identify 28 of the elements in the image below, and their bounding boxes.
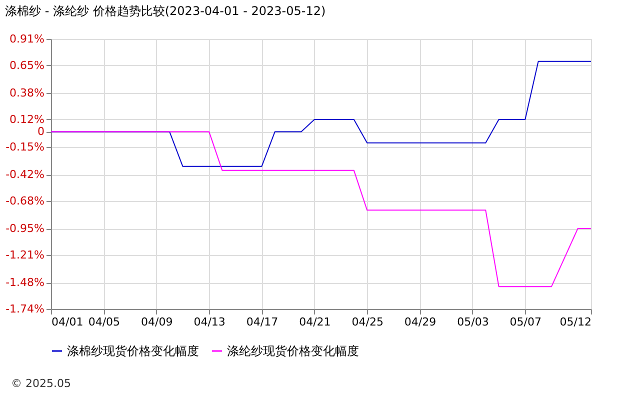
x-tick-label: 04/05 (88, 316, 120, 328)
line-series (50, 131, 592, 288)
y-tick-label: -1.74% (6, 302, 44, 316)
legend-label: 涤纶纱现货价格变化幅度 (227, 344, 359, 358)
x-tick-label: 05/03 (457, 316, 489, 328)
y-tick-label: -0.42% (6, 168, 44, 182)
y-tick-label: -1.21% (6, 248, 44, 262)
y-tick-label: -0.15% (6, 140, 44, 154)
y-tick-label: 0.91% (10, 32, 44, 46)
chart-title: 涤棉纱 - 涤纶纱 价格趋势比较(2023-04-01 - 2023-05-12) (5, 4, 326, 18)
x-tick-label: 05/12 (560, 316, 592, 328)
x-tick-label: 05/07 (510, 316, 542, 328)
y-tick-label: -1.48% (6, 276, 44, 290)
x-tick-label: 04/29 (404, 316, 436, 328)
y-tick-label: -0.68% (6, 194, 44, 208)
x-tick-label: 04/17 (246, 316, 278, 328)
x-tick-label: 04/13 (194, 316, 226, 328)
legend-label: 涤棉纱现货价格变化幅度 (67, 344, 199, 358)
text: © 2025.05 (11, 377, 71, 390)
x-tick-label: 04/01 (52, 316, 84, 328)
y-tick-label: 0 (38, 125, 44, 138)
y-tick-label: 0.65% (10, 58, 44, 72)
x-tick-label: 04/21 (299, 316, 331, 328)
x-tick-label: 04/09 (141, 316, 173, 328)
x-tick-label: 04/25 (352, 316, 384, 328)
y-tick-label: -0.95% (6, 222, 44, 236)
y-tick-label: 0.12% (10, 112, 44, 126)
y-tick-label: 0.38% (10, 86, 44, 100)
